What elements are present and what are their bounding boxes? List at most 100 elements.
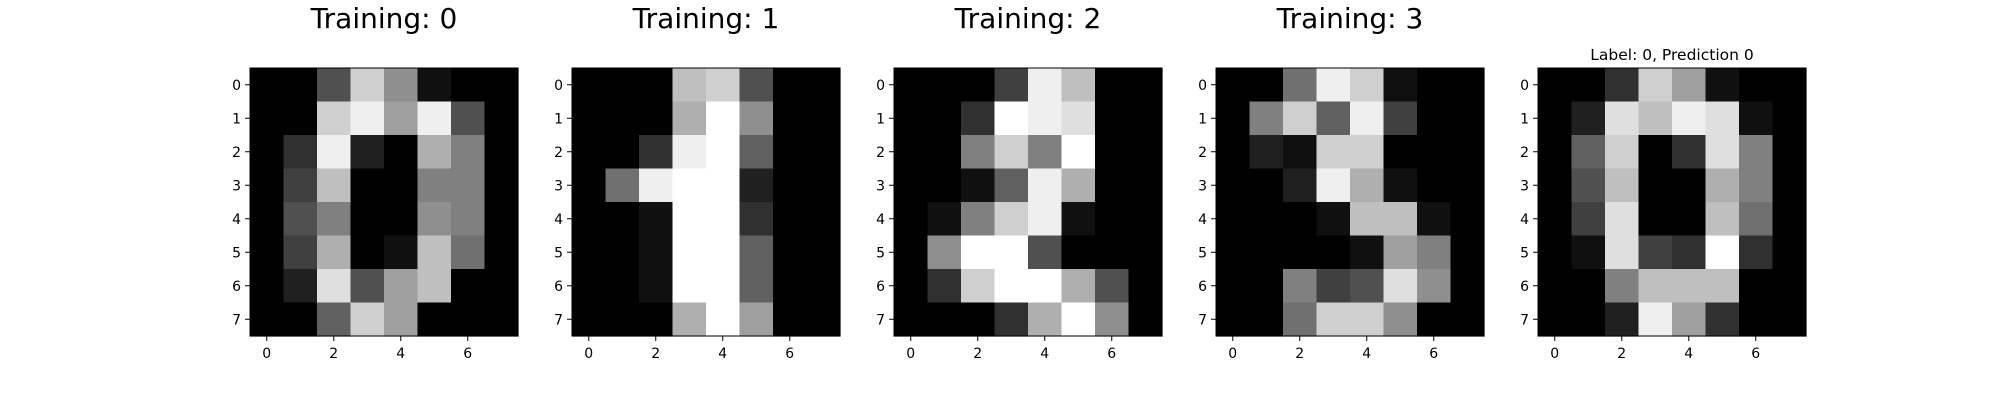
y-tick-label: 3: [1198, 178, 1207, 194]
pixel-cell: [572, 135, 607, 170]
y-tick-label: 0: [232, 78, 241, 94]
pixel-cell: [250, 68, 285, 103]
x-tick-label: 6: [463, 346, 472, 362]
pixel-cell: [1605, 302, 1640, 337]
pixel-cell: [1095, 101, 1130, 136]
pixel-cell: [1028, 302, 1063, 337]
pixel-cell: [739, 202, 774, 237]
pixel-cell: [1450, 269, 1485, 304]
pixel-cell: [605, 135, 640, 170]
pixel-cell: [706, 235, 741, 270]
panel-title: Training: 1: [632, 2, 780, 35]
y-tick-label: 3: [876, 178, 885, 194]
pixel-cell: [317, 68, 352, 103]
y-tick-label: 0: [876, 78, 885, 94]
pixel-cell: [1571, 302, 1606, 337]
pixel-cell: [451, 68, 486, 103]
pixel-cell: [1772, 202, 1807, 237]
pixel-cell: [350, 269, 385, 304]
pixel-cell: [384, 302, 419, 337]
pixel-cell: [572, 269, 607, 304]
pixel-cell: [1095, 269, 1130, 304]
pixel-cell: [1739, 168, 1774, 203]
pixel-cell: [1095, 235, 1130, 270]
pixel-cell: [572, 101, 607, 136]
pixel-cell: [484, 269, 519, 304]
y-tick-label: 7: [1198, 312, 1207, 328]
panel-title: Training: 3: [1276, 2, 1424, 35]
pixel-cell: [1705, 68, 1740, 103]
pixel-cell: [250, 135, 285, 170]
y-tick-label: 2: [554, 145, 563, 161]
y-tick-label: 0: [554, 78, 563, 94]
pixel-cell: [1739, 202, 1774, 237]
pixel-cell: [894, 68, 929, 103]
pixel-cell: [672, 235, 707, 270]
pixel-cell: [639, 135, 674, 170]
pixel-cell: [1638, 202, 1673, 237]
panel-title: Label: 0, Prediction 0: [1590, 46, 1753, 64]
pixel-cell: [1672, 135, 1707, 170]
pixel-cell: [484, 135, 519, 170]
pixel-cell: [283, 302, 318, 337]
pixel-cell: [250, 302, 285, 337]
pixel-cell: [672, 101, 707, 136]
pixel-cell: [672, 68, 707, 103]
pixel-cell: [1571, 168, 1606, 203]
pixel-cell: [894, 235, 929, 270]
pixel-cell: [706, 68, 741, 103]
pixel-cell: [384, 269, 419, 304]
pixel-cell: [894, 302, 929, 337]
pixel-cell: [350, 302, 385, 337]
y-tick-label: 2: [1198, 145, 1207, 161]
pixel-cell: [1249, 168, 1284, 203]
pixel-cell: [417, 269, 452, 304]
pixel-cell: [1672, 68, 1707, 103]
pixel-cell: [739, 235, 774, 270]
pixel-cell: [350, 101, 385, 136]
y-tick-label: 2: [1520, 145, 1529, 161]
pixel-cell: [806, 135, 841, 170]
pixel-cell: [1316, 68, 1351, 103]
pixel-cell: [317, 302, 352, 337]
pixel-cell: [961, 235, 996, 270]
pixel-cell: [1672, 101, 1707, 136]
pixel-cell: [1538, 302, 1573, 337]
pixel-cell: [1739, 235, 1774, 270]
pixel-cell: [484, 235, 519, 270]
pixel-cell: [350, 135, 385, 170]
pixel-cell: [1283, 269, 1318, 304]
pixel-cell: [1095, 202, 1130, 237]
y-tick-label: 6: [1520, 279, 1529, 295]
axes-frame: [1215, 67, 1485, 337]
pixel-cell: [994, 269, 1029, 304]
pixel-cell: [1450, 101, 1485, 136]
pixel-cell: [961, 269, 996, 304]
pixel-cell: [927, 269, 962, 304]
pixel-cell: [739, 168, 774, 203]
pixel-cell: [706, 302, 741, 337]
pixel-cell: [894, 168, 929, 203]
pixel-cell: [1316, 302, 1351, 337]
pixel-cell: [1316, 269, 1351, 304]
y-tick-label: 5: [876, 245, 885, 261]
pixel-cell: [350, 168, 385, 203]
y-tick-label: 0: [1520, 78, 1529, 94]
y-tick-label: 5: [1520, 245, 1529, 261]
pixel-cell: [672, 302, 707, 337]
y-tick-label: 2: [876, 145, 885, 161]
pixel-cell: [1216, 101, 1251, 136]
pixel-cell: [994, 101, 1029, 136]
pixel-cell: [1216, 202, 1251, 237]
y-tick-label: 1: [554, 111, 563, 127]
pixel-cell: [417, 168, 452, 203]
pixel-cell: [773, 135, 808, 170]
y-tick-label: 4: [1198, 212, 1207, 228]
pixel-cell: [484, 302, 519, 337]
pixel-cell: [1772, 235, 1807, 270]
pixel-cell: [484, 101, 519, 136]
pixel-cell: [317, 168, 352, 203]
pixel-cell: [350, 68, 385, 103]
x-tick-label: 6: [1107, 346, 1116, 362]
y-tick-label: 6: [1198, 279, 1207, 295]
